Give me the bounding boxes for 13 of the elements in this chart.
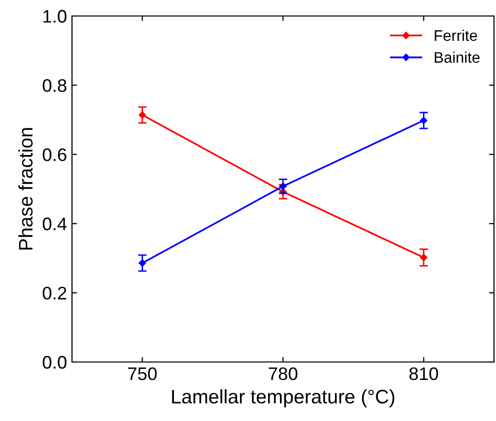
y-tick-label: 0.8 xyxy=(42,79,66,92)
y-axis-title: Phase fraction xyxy=(18,128,33,250)
y-tick-label: 0.6 xyxy=(42,148,66,162)
x-axis-title: Lamellar temperature (°C) xyxy=(172,389,394,408)
y-tick-label: 0.2 xyxy=(42,286,66,300)
legend-label: Bainite xyxy=(434,52,480,63)
x-tick-label: 750 xyxy=(128,367,157,380)
y-tick-label: 0.4 xyxy=(42,218,67,230)
x-tick-label: 780 xyxy=(268,367,298,380)
y-tick-label: 1.0 xyxy=(43,10,66,23)
y-tick-label: 0.0 xyxy=(42,356,66,369)
legend-label: Ferrite xyxy=(434,30,478,41)
x-tick-label: 810 xyxy=(409,367,438,380)
